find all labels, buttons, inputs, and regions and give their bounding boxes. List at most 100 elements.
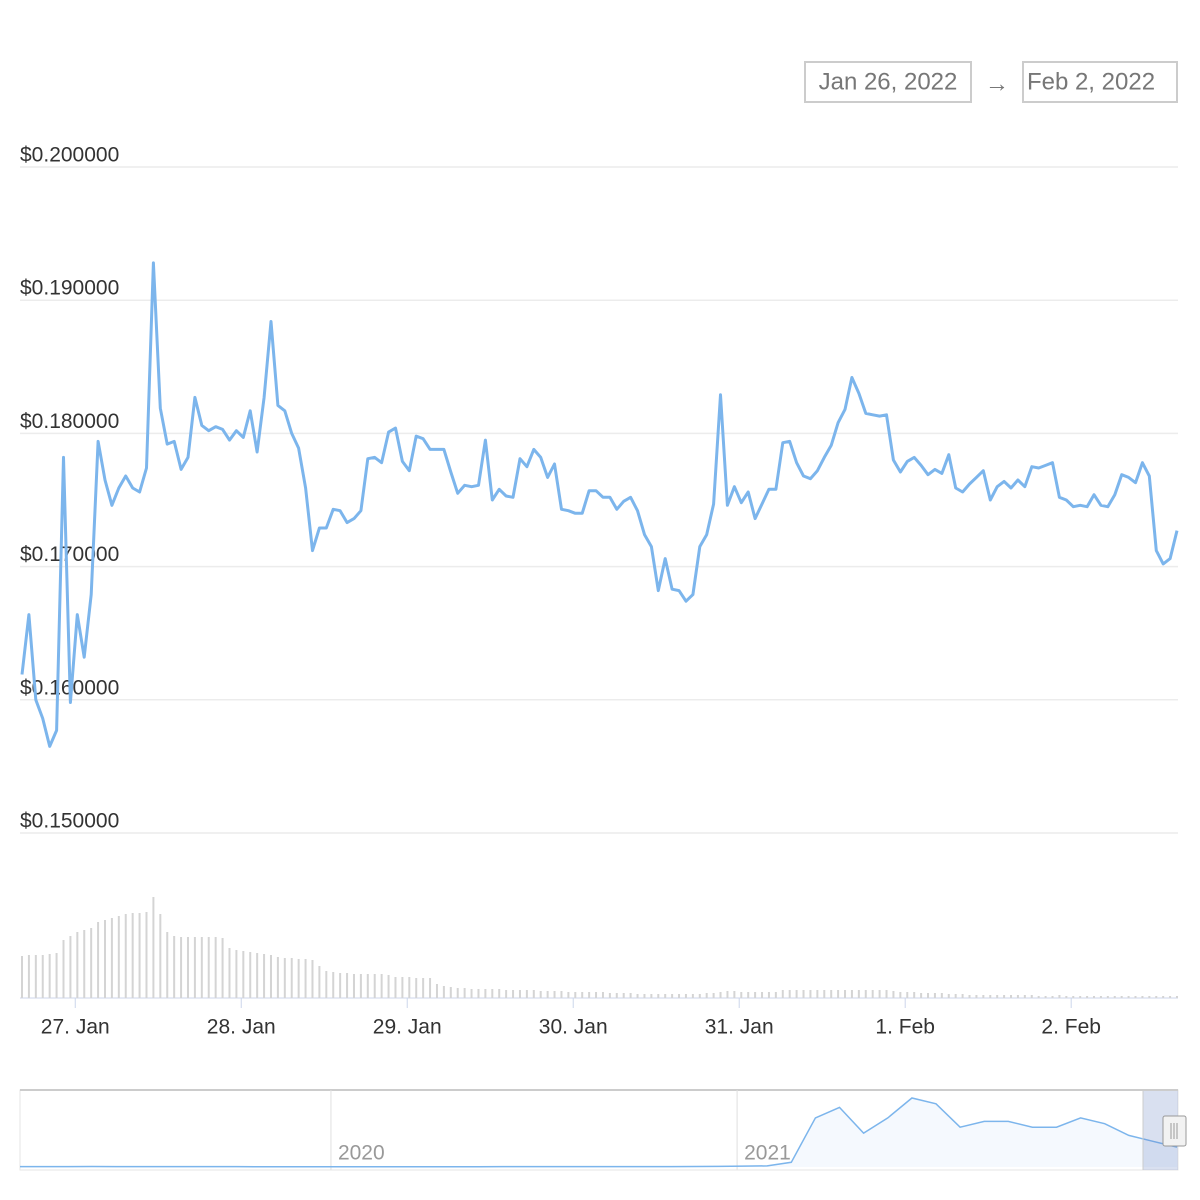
- volume-bar: [97, 922, 100, 998]
- volume-bar: [269, 955, 272, 998]
- volume-bar: [110, 918, 113, 998]
- volume-bar: [415, 978, 418, 998]
- volume-bar: [1037, 996, 1040, 998]
- volume-bar: [982, 995, 985, 998]
- volume-bar: [885, 990, 888, 998]
- volume-bar: [276, 957, 279, 998]
- volume-bar: [1010, 995, 1013, 998]
- volume-bar: [574, 992, 577, 998]
- volume-bar: [159, 914, 162, 998]
- y-tick-label: $0.180000: [20, 410, 119, 433]
- volume-bar: [1030, 995, 1033, 998]
- volume-bar: [920, 993, 923, 998]
- volume-bar: [166, 932, 169, 998]
- volume-bar: [975, 995, 978, 998]
- date-from-input[interactable]: [804, 61, 972, 103]
- volume-bar: [774, 992, 777, 998]
- volume-bar: [933, 993, 936, 998]
- date-to: Feb 2, 2022: [1027, 68, 1155, 95]
- volume-bar: [186, 937, 189, 998]
- volume-bar: [1141, 996, 1144, 998]
- volume-bar: [124, 914, 127, 998]
- volume-bar: [1162, 996, 1165, 998]
- volume-bar: [256, 953, 259, 998]
- y-tick-label: $0.150000: [20, 810, 119, 833]
- x-tick-label: 27. Jan: [41, 1016, 110, 1039]
- volume-bar: [463, 988, 466, 998]
- volume-bar: [1169, 996, 1172, 998]
- volume-bar: [608, 993, 611, 998]
- y-tick-label: $0.190000: [20, 277, 119, 300]
- volume-bar: [719, 992, 722, 998]
- date-to-input[interactable]: [1022, 61, 1178, 103]
- volume-bar: [325, 971, 328, 998]
- volume-bar: [1093, 996, 1096, 998]
- volume-bar: [297, 959, 300, 998]
- x-tick-label: 1. Feb: [875, 1016, 935, 1039]
- volume-bar: [643, 994, 646, 998]
- volume-bar: [235, 950, 238, 998]
- volume-bar: [684, 994, 687, 998]
- volume-bar: [332, 972, 335, 998]
- volume-bar: [622, 993, 625, 998]
- volume-bar: [290, 958, 293, 998]
- volume-bar: [484, 989, 487, 998]
- volume-bar: [601, 992, 604, 998]
- volume-bar: [1113, 996, 1116, 998]
- volume-bar: [339, 973, 342, 998]
- volume-bar: [754, 992, 757, 998]
- volume-bar: [1120, 996, 1123, 998]
- volume-bar: [34, 955, 37, 998]
- volume-bar: [200, 937, 203, 998]
- volume-bar: [588, 992, 591, 998]
- volume-bar: [145, 912, 148, 998]
- volume-bar: [615, 993, 618, 998]
- volume-bar: [1155, 996, 1158, 998]
- volume-bar: [1058, 995, 1061, 998]
- volume-bar: [435, 984, 438, 998]
- volume-bar: [311, 960, 314, 998]
- volume-bar: [1023, 995, 1026, 998]
- volume-bar: [678, 994, 681, 998]
- volume-bar: [788, 990, 791, 998]
- volume-bar: [512, 990, 515, 998]
- volume-bar: [263, 954, 266, 998]
- volume-bar: [629, 993, 632, 998]
- volume-bar: [422, 978, 425, 998]
- volume-bar: [380, 974, 383, 998]
- volume-bar: [560, 991, 563, 998]
- volume-bar: [892, 991, 895, 998]
- volume-bar: [747, 992, 750, 998]
- volume-bar: [927, 993, 930, 998]
- volume-bar: [477, 989, 480, 998]
- volume-bar: [491, 989, 494, 998]
- volume-bar: [837, 990, 840, 998]
- volume-bar: [117, 916, 120, 998]
- volume-bar: [809, 990, 812, 998]
- volume-bar: [1134, 996, 1137, 998]
- volume-bar: [242, 951, 245, 998]
- volume-bar: [180, 937, 183, 998]
- volume-bar: [567, 992, 570, 998]
- volume-bar: [553, 991, 556, 998]
- volume-bar: [954, 994, 957, 998]
- volume-bar: [850, 990, 853, 998]
- volume-bar: [27, 955, 30, 998]
- volume-bar: [318, 966, 321, 998]
- volume-bar: [636, 994, 639, 998]
- volume-bar: [21, 956, 23, 998]
- volume-bar: [1086, 996, 1089, 998]
- volume-bar: [138, 913, 141, 998]
- volume-bar: [394, 977, 397, 998]
- volume-bar: [864, 990, 867, 998]
- navigator-tick-label: 2021: [744, 1142, 791, 1165]
- volume-bar: [304, 959, 307, 998]
- volume-bar: [401, 977, 404, 998]
- volume-bar: [823, 990, 826, 998]
- volume-bar: [352, 974, 355, 998]
- volume-bar: [795, 990, 798, 998]
- volume-bar: [207, 937, 210, 998]
- volume-bar: [55, 953, 58, 998]
- volume-bar: [498, 989, 501, 998]
